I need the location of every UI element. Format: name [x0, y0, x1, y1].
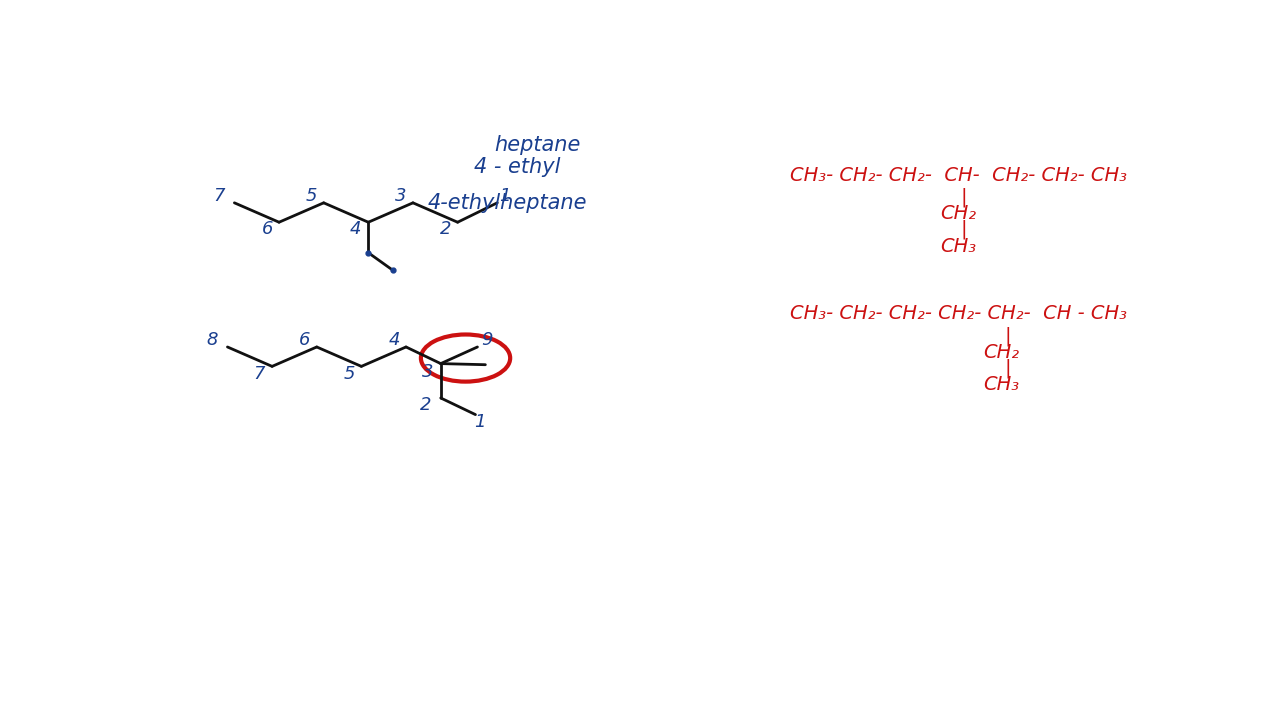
Text: 7: 7 [253, 364, 265, 382]
Text: |: | [1005, 359, 1011, 378]
Text: 4 - ethyl: 4 - ethyl [474, 157, 561, 177]
Text: 3: 3 [396, 186, 407, 204]
Text: 6: 6 [300, 330, 311, 348]
Text: 7: 7 [214, 187, 225, 205]
Text: 2: 2 [440, 220, 452, 238]
Text: CH₂: CH₂ [941, 204, 977, 223]
Text: heptane: heptane [494, 135, 580, 155]
Text: |: | [1005, 326, 1011, 346]
Text: 5: 5 [344, 364, 356, 382]
Text: 3: 3 [422, 363, 434, 381]
Text: |: | [960, 220, 966, 239]
Text: 4-ethylheptane: 4-ethylheptane [428, 193, 588, 213]
Text: CH₃: CH₃ [983, 375, 1019, 394]
Text: 1: 1 [499, 186, 511, 204]
Text: 5: 5 [306, 186, 317, 204]
Text: 9: 9 [481, 331, 493, 349]
Text: 2: 2 [420, 396, 431, 414]
Text: 6: 6 [261, 220, 273, 238]
Text: 8: 8 [207, 331, 219, 349]
Text: CH₃- CH₂- CH₂-  CH-  CH₂- CH₂- CH₃: CH₃- CH₂- CH₂- CH- CH₂- CH₂- CH₃ [790, 166, 1126, 184]
Text: 4: 4 [349, 220, 361, 238]
Text: |: | [960, 187, 966, 207]
Text: CH₃- CH₂- CH₂- CH₂- CH₂-  CH - CH₃: CH₃- CH₂- CH₂- CH₂- CH₂- CH - CH₃ [790, 305, 1126, 323]
Text: CH₂: CH₂ [983, 343, 1019, 362]
Text: 4: 4 [388, 330, 399, 348]
Text: CH₃: CH₃ [941, 237, 977, 256]
Text: 1: 1 [474, 413, 485, 431]
